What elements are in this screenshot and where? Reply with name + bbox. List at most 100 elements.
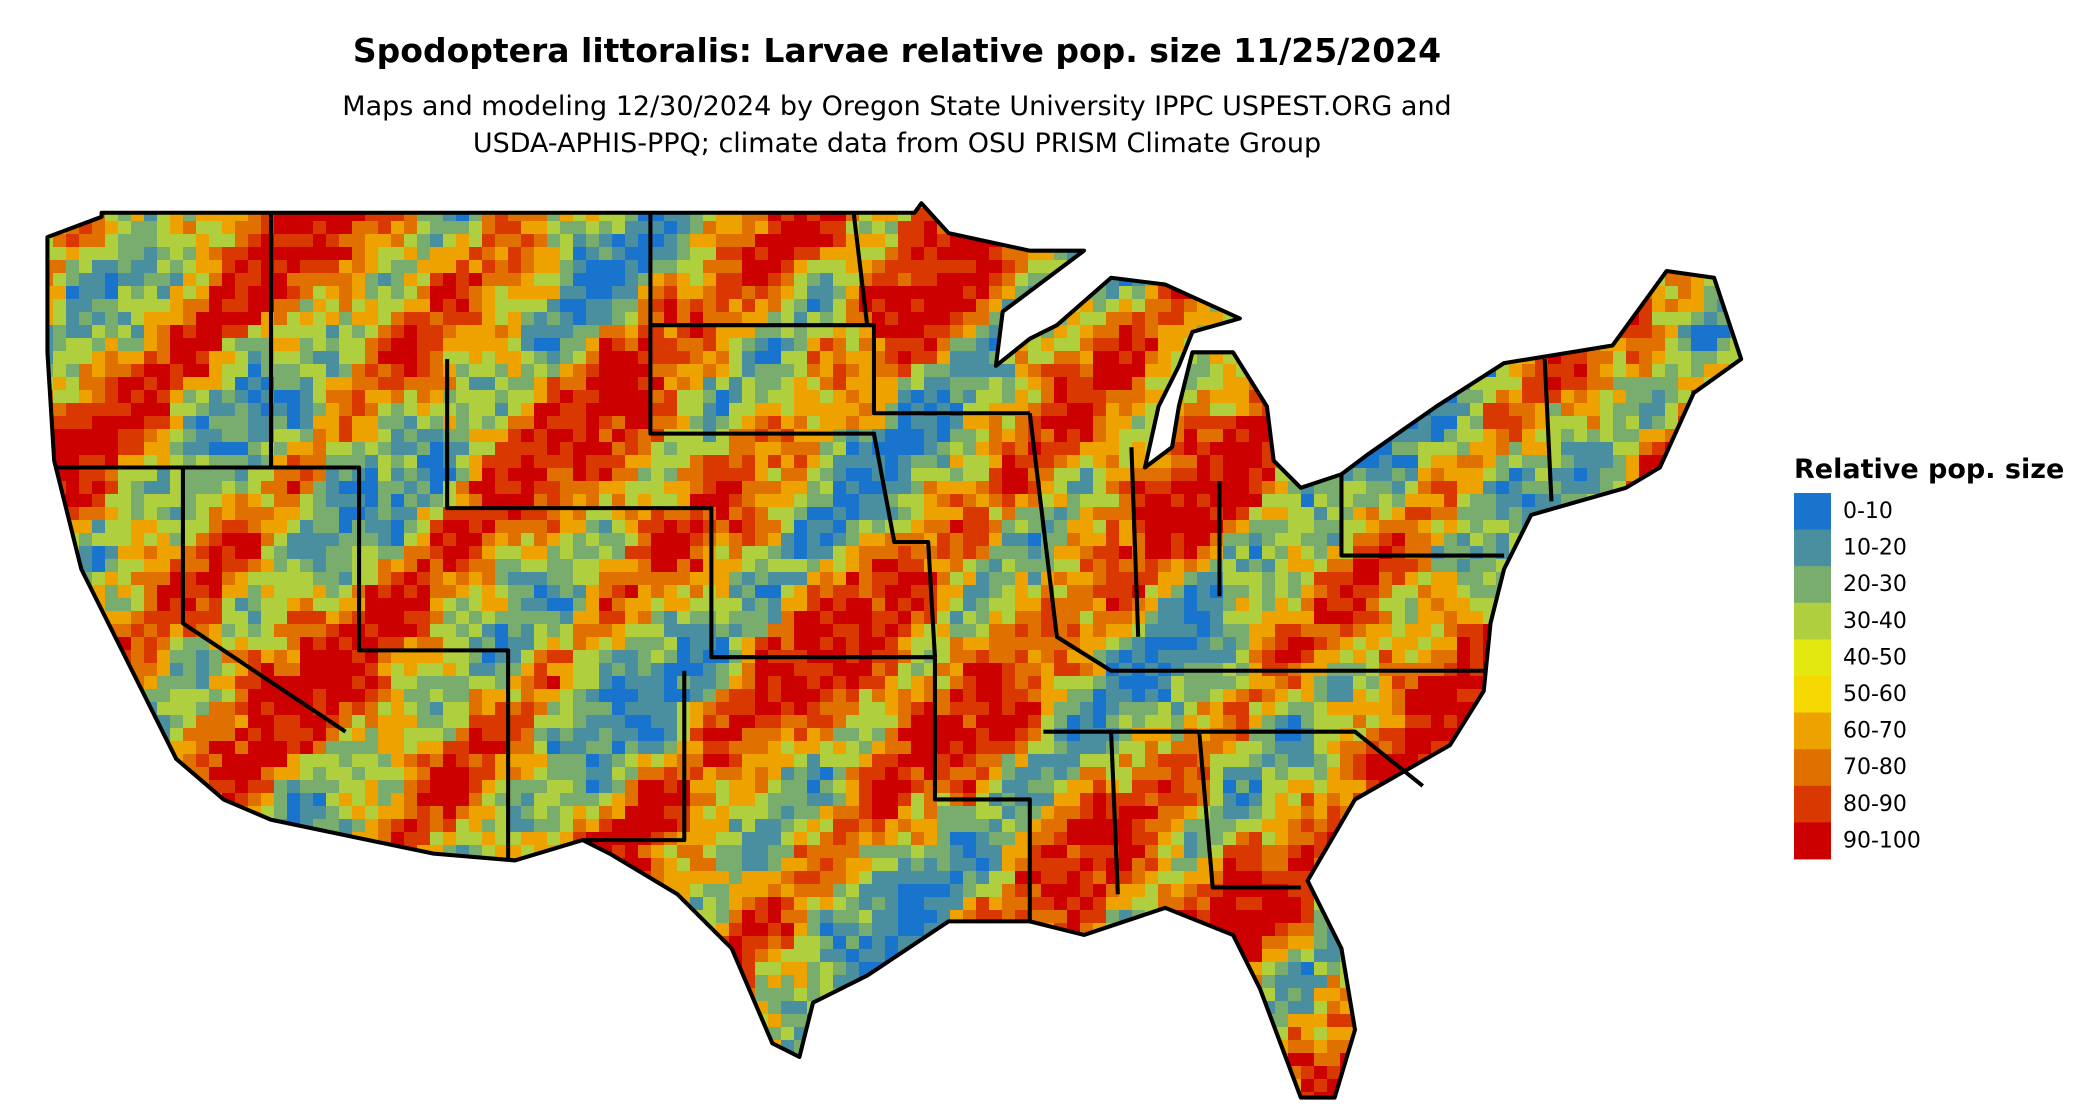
raster-cell — [677, 663, 691, 677]
raster-cell — [937, 468, 951, 482]
raster-cell — [378, 546, 392, 560]
raster-cell — [1574, 663, 1588, 677]
raster-cell — [1574, 286, 1588, 300]
raster-cell — [365, 325, 379, 339]
raster-cell — [1132, 650, 1146, 664]
raster-cell — [781, 416, 795, 430]
raster-cell — [729, 637, 743, 651]
raster-cell — [1262, 494, 1276, 508]
raster-cell — [1678, 203, 1692, 209]
raster-cell — [690, 559, 704, 573]
raster-cell — [1119, 247, 1133, 261]
raster-cell — [443, 234, 457, 248]
raster-cell — [794, 455, 808, 469]
raster-cell — [560, 429, 574, 443]
raster-cell — [1665, 325, 1679, 339]
raster-cell — [495, 637, 509, 651]
raster-cell — [378, 468, 392, 482]
raster-cell — [1691, 507, 1705, 521]
raster-cell — [846, 325, 860, 339]
raster-cell — [183, 429, 197, 443]
raster-cell — [1418, 481, 1432, 495]
raster-cell — [495, 364, 509, 378]
raster-cell — [690, 442, 704, 456]
raster-cell — [1392, 481, 1406, 495]
raster-cell — [677, 546, 691, 560]
raster-cell — [1574, 325, 1588, 339]
raster-cell — [1249, 403, 1263, 417]
raster-cell — [1054, 650, 1068, 664]
raster-cell — [391, 247, 405, 261]
raster-cell — [1457, 299, 1471, 313]
raster-cell — [664, 650, 678, 664]
raster-cell — [1535, 455, 1549, 469]
raster-cell — [872, 221, 886, 235]
raster-cell — [326, 312, 340, 326]
raster-cell — [157, 286, 171, 300]
raster-cell — [482, 559, 496, 573]
raster-cell — [66, 598, 80, 612]
raster-cell — [1119, 468, 1133, 482]
raster-cell — [144, 351, 158, 365]
raster-cell — [1665, 611, 1679, 625]
raster-cell — [1379, 585, 1393, 599]
raster-cell — [534, 377, 548, 391]
raster-cell — [404, 203, 418, 209]
raster-cell — [248, 611, 262, 625]
raster-cell — [586, 494, 600, 508]
raster-cell — [1314, 234, 1328, 248]
raster-cell — [885, 598, 899, 612]
raster-cell — [1002, 507, 1016, 521]
raster-cell — [1613, 247, 1627, 261]
raster-cell — [586, 650, 600, 664]
raster-cell — [573, 650, 587, 664]
raster-cell — [66, 624, 80, 638]
raster-cell — [937, 208, 951, 222]
raster-cell — [1028, 546, 1042, 560]
raster-cell — [508, 468, 522, 482]
raster-cell — [781, 624, 795, 638]
raster-cell — [495, 442, 509, 456]
raster-cell — [482, 676, 496, 690]
raster-cell — [1236, 650, 1250, 664]
raster-cell — [833, 442, 847, 456]
raster-cell — [1496, 637, 1510, 651]
raster-cell — [1678, 546, 1692, 560]
raster-cell — [378, 442, 392, 456]
raster-cell — [1210, 203, 1224, 209]
raster-cell — [820, 203, 834, 209]
raster-cell — [378, 624, 392, 638]
raster-cell — [664, 481, 678, 495]
raster-cell — [1041, 377, 1055, 391]
raster-cell — [1535, 546, 1549, 560]
raster-cell — [1262, 520, 1276, 534]
raster-cell — [1366, 338, 1380, 352]
raster-cell — [1535, 203, 1549, 209]
raster-cell — [1392, 260, 1406, 274]
raster-cell — [1522, 208, 1536, 222]
raster-cell — [443, 351, 457, 365]
raster-cell — [1561, 650, 1575, 664]
raster-cell — [456, 377, 470, 391]
raster-cell — [508, 325, 522, 339]
raster-cell — [1730, 585, 1742, 599]
raster-cell — [391, 650, 405, 664]
raster-cell — [677, 403, 691, 417]
raster-cell — [443, 559, 457, 573]
raster-cell — [92, 390, 106, 404]
raster-cell — [794, 585, 808, 599]
raster-cell — [1288, 442, 1302, 456]
raster-cell — [781, 572, 795, 586]
raster-cell — [287, 299, 301, 313]
raster-cell — [625, 203, 639, 209]
raster-cell — [365, 390, 379, 404]
raster-cell — [456, 364, 470, 378]
raster-cell — [1587, 637, 1601, 651]
raster-cell — [1158, 208, 1172, 222]
raster-cell — [79, 247, 93, 261]
raster-cell — [807, 481, 821, 495]
raster-cell — [1405, 572, 1419, 586]
raster-cell — [1405, 507, 1419, 521]
raster-cell — [1717, 247, 1731, 261]
raster-cell — [339, 286, 353, 300]
